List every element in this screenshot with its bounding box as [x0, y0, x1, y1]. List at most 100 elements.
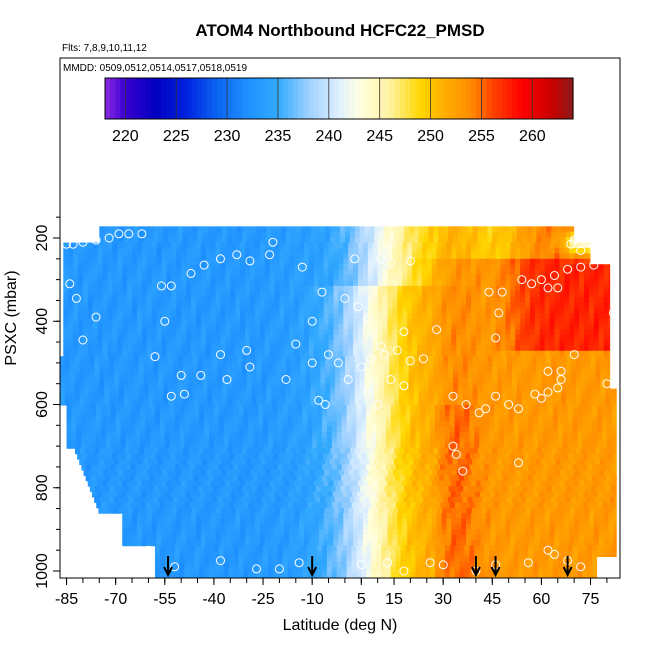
heatmap-cell — [259, 253, 266, 260]
heatmap-cell — [505, 350, 511, 357]
heatmap-cell — [421, 253, 428, 260]
heatmap-cell — [287, 437, 294, 444]
heatmap-cell — [356, 431, 362, 438]
heatmap-cell — [515, 334, 521, 341]
heatmap-cell — [549, 329, 556, 336]
heatmap-cell — [435, 453, 442, 460]
heatmap-cell — [215, 285, 222, 292]
heatmap-cell — [125, 421, 132, 428]
heatmap-cell — [415, 421, 421, 428]
heatmap-cell — [475, 453, 481, 460]
heatmap-cell — [551, 226, 557, 233]
heatmap-cell — [294, 329, 300, 336]
heatmap-cell — [279, 350, 285, 357]
heatmap-cell — [285, 237, 292, 244]
heatmap-cell — [515, 318, 521, 325]
heatmap-cell — [448, 356, 454, 363]
heatmap-cell — [184, 415, 190, 422]
heatmap-cell — [68, 302, 74, 309]
heatmap-cell — [190, 247, 197, 254]
heatmap-cell — [267, 421, 274, 428]
heatmap-cell — [276, 383, 282, 390]
heatmap-cell — [248, 437, 254, 444]
heatmap-cell — [211, 459, 218, 466]
heatmap-cell — [608, 264, 611, 271]
heatmap-cell — [393, 459, 400, 466]
heatmap-cell — [178, 448, 184, 455]
heatmap-cell — [407, 296, 413, 303]
heatmap-cell — [186, 253, 192, 260]
heatmap-cell — [386, 453, 393, 460]
heatmap-cell — [91, 404, 97, 411]
heatmap-cell — [264, 291, 271, 298]
heatmap-cell — [469, 421, 475, 428]
heatmap-cell — [294, 296, 300, 303]
heatmap-cell — [572, 404, 579, 411]
heatmap-cell — [507, 361, 513, 368]
heatmap-cell — [261, 388, 267, 395]
heatmap-cell — [284, 253, 290, 260]
heatmap-cell — [181, 242, 187, 249]
heatmap-cell — [418, 388, 425, 395]
heatmap-cell — [472, 448, 479, 455]
heatmap-cell — [366, 426, 372, 433]
heatmap-cell — [544, 318, 551, 325]
heatmap-cell — [538, 421, 544, 428]
heatmap-cell — [585, 388, 592, 395]
heatmap-cell — [563, 453, 569, 460]
heatmap-cell — [605, 356, 611, 363]
heatmap-cell — [528, 415, 534, 422]
heatmap-cell — [308, 242, 315, 249]
heatmap-cell — [516, 388, 523, 395]
heatmap-cell — [492, 361, 498, 368]
heatmap-cell — [416, 275, 423, 282]
heatmap-cell — [526, 448, 533, 455]
heatmap-cell — [122, 291, 128, 298]
heatmap-cell — [369, 226, 375, 233]
heatmap-cell — [227, 399, 233, 406]
heatmap-cell — [118, 226, 125, 233]
heatmap-cell — [511, 388, 518, 395]
heatmap-cell — [554, 329, 561, 336]
heatmap-cell — [121, 453, 127, 460]
heatmap-cell — [276, 237, 282, 244]
heatmap-cell — [291, 448, 297, 455]
heatmap-cell — [326, 404, 333, 411]
heatmap-cell — [425, 437, 431, 444]
heatmap-cell — [204, 415, 210, 422]
heatmap-cell — [328, 329, 335, 336]
heatmap-cell — [130, 404, 136, 411]
heatmap-cell — [187, 372, 194, 379]
heatmap-cell — [500, 329, 506, 336]
heatmap-cell — [254, 285, 261, 292]
heatmap-cell — [171, 264, 177, 271]
heatmap-cell — [249, 296, 256, 303]
heatmap-cell — [159, 426, 166, 433]
heatmap-cell — [533, 421, 539, 428]
heatmap-cell — [156, 296, 163, 303]
heatmap-cell — [279, 296, 285, 303]
heatmap-cell — [146, 275, 153, 282]
heatmap-cell — [407, 323, 413, 330]
heatmap-cell — [166, 350, 172, 357]
heatmap-cell — [413, 356, 420, 363]
heatmap-cell — [369, 383, 375, 390]
heatmap-cell — [346, 437, 353, 444]
heatmap-cell — [412, 318, 418, 325]
heatmap-cell — [180, 453, 186, 460]
heatmap-cell — [539, 302, 546, 309]
heatmap-cell — [609, 459, 616, 466]
heatmap-cell — [171, 253, 177, 260]
heatmap-cell — [588, 307, 595, 314]
heatmap-cell — [354, 367, 361, 374]
heatmap-cell — [66, 404, 73, 411]
heatmap-cell — [132, 318, 138, 325]
heatmap-cell — [442, 459, 449, 466]
heatmap-cell — [420, 442, 426, 449]
heatmap-cell — [605, 383, 611, 390]
heatmap-cell — [346, 410, 353, 417]
heatmap-cell — [423, 383, 430, 390]
heatmap-cell — [156, 334, 163, 341]
heatmap-cell — [179, 421, 186, 428]
heatmap-cell — [338, 318, 344, 325]
